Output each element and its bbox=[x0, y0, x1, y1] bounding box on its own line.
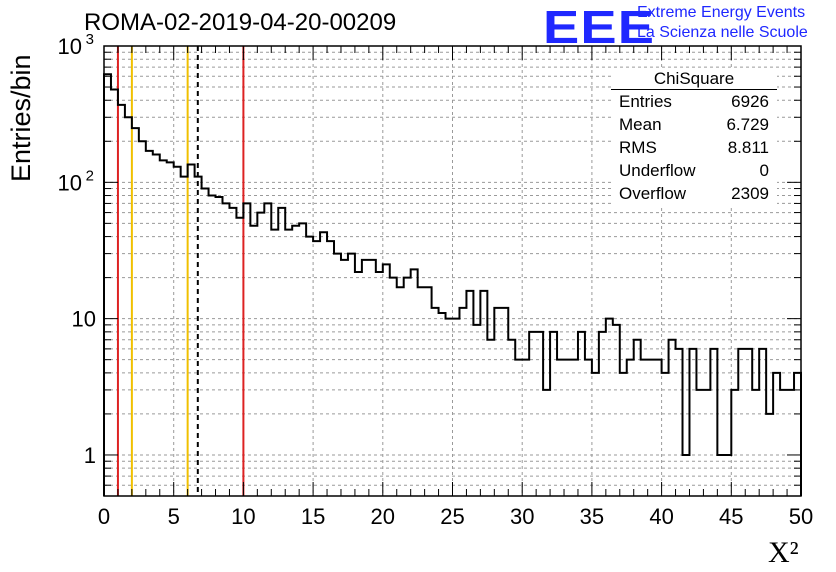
x-tick-label: 50 bbox=[789, 504, 813, 529]
x-tick-label: 45 bbox=[719, 504, 743, 529]
logo-tagline-1: Extreme Energy Events bbox=[637, 4, 806, 21]
eee-logo: EEE bbox=[543, 1, 656, 53]
x-tick-label: 5 bbox=[168, 504, 180, 529]
y-tick-exponent: 2 bbox=[86, 167, 94, 184]
x-tick-label: 35 bbox=[580, 504, 604, 529]
x-tick-label: 15 bbox=[301, 504, 325, 529]
stats-key: Overflow bbox=[619, 184, 687, 203]
chart-title: ROMA-02-2019-04-20-00209 bbox=[84, 9, 397, 36]
stats-key: Mean bbox=[619, 115, 662, 134]
stats-row-rms: RMS 8.811 bbox=[619, 138, 769, 160]
x-tick-label: 20 bbox=[371, 504, 395, 529]
x-tick-label: 40 bbox=[649, 504, 673, 529]
x-tick-label: 10 bbox=[231, 504, 255, 529]
stats-divider bbox=[611, 89, 777, 90]
stats-row-overflow: Overflow 2309 bbox=[619, 184, 769, 206]
stats-title: ChiSquare bbox=[653, 69, 735, 88]
stats-key: Underflow bbox=[619, 161, 696, 180]
stats-value: 8.811 bbox=[727, 138, 769, 157]
y-tick-label: 10 bbox=[58, 34, 82, 59]
stats-value: 2309 bbox=[731, 184, 769, 203]
x-axis-label: X² bbox=[768, 536, 799, 569]
y-axis-label: Entries/bin bbox=[6, 54, 36, 182]
stats-key: RMS bbox=[619, 138, 657, 157]
stats-value: 6926 bbox=[731, 92, 769, 111]
stats-row-entries: Entries 6926 bbox=[619, 92, 769, 114]
stats-box: ChiSquare Entries 6926 Mean 6.729 RMS 8.… bbox=[611, 68, 777, 206]
x-tick-label: 30 bbox=[510, 504, 534, 529]
x-tick-label: 25 bbox=[440, 504, 464, 529]
histogram-series bbox=[103, 73, 802, 496]
stats-value: 0 bbox=[759, 161, 769, 180]
y-tick-label: 10 bbox=[72, 307, 96, 332]
x-tick-label: 0 bbox=[98, 504, 110, 529]
stats-row-underflow: Underflow 0 bbox=[619, 161, 769, 183]
stats-value: 6.729 bbox=[726, 115, 769, 134]
logo-tagline-2: La Scienza nelle Scuole bbox=[637, 24, 808, 41]
y-tick-label: 1 bbox=[84, 443, 96, 468]
stats-key: Entries bbox=[619, 92, 672, 111]
y-tick-label: 10 bbox=[58, 170, 82, 195]
y-tick-exponent: 3 bbox=[86, 31, 94, 48]
stats-row-mean: Mean 6.729 bbox=[619, 115, 769, 137]
